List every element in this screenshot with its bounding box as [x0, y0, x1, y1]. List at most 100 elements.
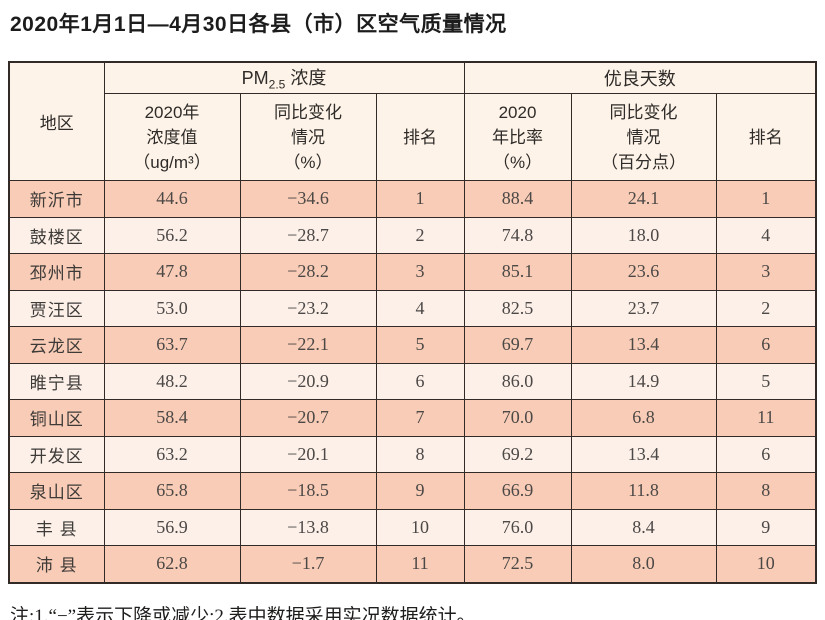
- group-header-row: 地区 PM2.5 浓度 优良天数: [8, 61, 817, 181]
- good-rank-cell: 3: [715, 253, 817, 291]
- pm-value-cell: 56.2: [103, 216, 241, 254]
- pm25-label-subscript: 2.5: [268, 77, 286, 92]
- table-row: 开发区 63.2 −20.1 8 69.2 13.4 6: [8, 435, 817, 473]
- region-cell: 鼓楼区: [8, 216, 105, 254]
- good-rank-cell: 6: [715, 326, 817, 364]
- region-cell: 贾汪区: [8, 289, 105, 327]
- good-change-cell: 24.1: [570, 180, 717, 218]
- region-column-header: 地区: [8, 61, 105, 181]
- pm-rank-cell: 9: [375, 472, 465, 510]
- good-rank-cell: 6: [715, 435, 817, 473]
- region-cell: 丰 县: [8, 508, 105, 546]
- good-change-cell: 13.4: [570, 326, 717, 364]
- pm-rank-cell: 4: [375, 289, 465, 327]
- pm-rank-cell: 6: [375, 362, 465, 400]
- footnote: 注:1.“−”表示下降或减少;2.表中数据采用实况数据统计。: [10, 605, 476, 620]
- region-cell: 泉山区: [8, 472, 105, 510]
- pm-change-column-header: 同比变化 情况 （%）: [239, 93, 377, 181]
- good-ratio-cell: 72.5: [463, 545, 572, 583]
- pm-value-cell: 48.2: [103, 362, 241, 400]
- pm-value-cell: 63.7: [103, 326, 241, 364]
- pm-change-cell: −22.1: [239, 326, 377, 364]
- pm-change-cell: −20.1: [239, 435, 377, 473]
- pm-change-cell: −13.8: [239, 508, 377, 546]
- pm-rank-cell: 7: [375, 399, 465, 437]
- pm-value-cell: 63.2: [103, 435, 241, 473]
- table-row: 铜山区 58.4 −20.7 7 70.0 6.8 11: [8, 399, 817, 437]
- good-days-group-header: 优良天数: [463, 61, 817, 94]
- region-cell: 新沂市: [8, 180, 105, 218]
- pm-change-cell: −1.7: [239, 545, 377, 583]
- good-rank-cell: 11: [715, 399, 817, 437]
- good-ratio-cell: 82.5: [463, 289, 572, 327]
- pm-change-cell: −34.6: [239, 180, 377, 218]
- table-row: 云龙区 63.7 −22.1 5 69.7 13.4 6: [8, 326, 817, 364]
- pm25-label-base: PM: [241, 68, 269, 89]
- pm-value-cell: 53.0: [103, 289, 241, 327]
- table-row: 邳州市 47.8 −28.2 3 85.1 23.6 3: [8, 253, 817, 291]
- good-ratio-cell: 86.0: [463, 362, 572, 400]
- pm-rank-cell: 8: [375, 435, 465, 473]
- table-row: 新沂市 44.6 −34.6 1 88.4 24.1 1: [8, 180, 817, 218]
- table-header: 地区 PM2.5 浓度 优良天数 2020年 浓度值 （ug/m³） 同比变化 …: [8, 61, 817, 181]
- pm-rank-cell: 3: [375, 253, 465, 291]
- good-change-cell: 8.4: [570, 508, 717, 546]
- pm-rank-column-header: 排名: [375, 93, 465, 181]
- pm-value-cell: 47.8: [103, 253, 241, 291]
- good-change-cell: 11.8: [570, 472, 717, 510]
- table-body: 新沂市 44.6 −34.6 1 88.4 24.1 1 鼓楼区 56.2 −28.7 2 74.8 1…: [8, 180, 817, 583]
- good-change-cell: 23.7: [570, 289, 717, 327]
- good-ratio-cell: 74.8: [463, 216, 572, 254]
- good-change-cell: 23.6: [570, 253, 717, 291]
- region-cell: 沛 县: [8, 545, 105, 583]
- good-change-cell: 14.9: [570, 362, 717, 400]
- good-ratio-cell: 66.9: [463, 472, 572, 510]
- pm-rank-cell: 2: [375, 216, 465, 254]
- pm-value-cell: 44.6: [103, 180, 241, 218]
- pm-change-cell: −28.7: [239, 216, 377, 254]
- sub-header-row: 2020年 浓度值 （ug/m³） 同比变化 情况 （%） 排名 2020 年比…: [9, 93, 817, 181]
- page-title: 2020年1月1日—4月30日各县（市）区空气质量情况: [10, 13, 507, 36]
- table-row: 泉山区 65.8 −18.5 9 66.9 11.8 8: [8, 472, 817, 510]
- pm-rank-cell: 1: [375, 180, 465, 218]
- table-row: 鼓楼区 56.2 −28.7 2 74.8 18.0 4: [8, 216, 817, 254]
- good-change-cell: 18.0: [570, 216, 717, 254]
- table-row: 沛 县 62.8 −1.7 11 72.5 8.0 10: [8, 545, 817, 583]
- pm-change-cell: −20.7: [239, 399, 377, 437]
- table-row: 睢宁县 48.2 −20.9 6 86.0 14.9 5: [8, 362, 817, 400]
- good-rank-cell: 2: [715, 289, 817, 327]
- pm25-group-header: PM2.5 浓度: [103, 61, 465, 94]
- table-row: 贾汪区 53.0 −23.2 4 82.5 23.7 2: [8, 289, 817, 327]
- pm-value-cell: 56.9: [103, 508, 241, 546]
- region-cell: 开发区: [8, 435, 105, 473]
- pm-change-cell: −20.9: [239, 362, 377, 400]
- pm-change-cell: −28.2: [239, 253, 377, 291]
- good-change-cell: 8.0: [570, 545, 717, 583]
- good-ratio-column-header: 2020 年比率 （%）: [463, 93, 572, 181]
- good-rank-cell: 5: [715, 362, 817, 400]
- good-ratio-cell: 69.2: [463, 435, 572, 473]
- good-change-cell: 6.8: [570, 399, 717, 437]
- region-cell: 云龙区: [8, 326, 105, 364]
- pm-change-cell: −23.2: [239, 289, 377, 327]
- pm-value-cell: 62.8: [103, 545, 241, 583]
- pm-rank-cell: 5: [375, 326, 465, 364]
- good-ratio-cell: 88.4: [463, 180, 572, 218]
- good-change-column-header: 同比变化 情况 （百分点）: [570, 93, 717, 181]
- table-row: 丰 县 56.9 −13.8 10 76.0 8.4 9: [8, 508, 817, 546]
- pm-value-cell: 65.8: [103, 472, 241, 510]
- pm-value-column-header: 2020年 浓度值 （ug/m³）: [103, 93, 241, 181]
- good-rank-cell: 10: [715, 545, 817, 583]
- region-cell: 邳州市: [8, 253, 105, 291]
- good-rank-cell: 8: [715, 472, 817, 510]
- pm-rank-cell: 11: [375, 545, 465, 583]
- pm-change-cell: −18.5: [239, 472, 377, 510]
- air-quality-table: 地区 PM2.5 浓度 优良天数 2020年 浓度值 （ug/m³） 同比变化 …: [8, 61, 818, 584]
- pm25-label-rest: 浓度: [285, 68, 327, 89]
- good-rank-cell: 4: [715, 216, 817, 254]
- good-ratio-cell: 70.0: [463, 399, 572, 437]
- good-rank-column-header: 排名: [715, 93, 817, 181]
- region-cell: 铜山区: [8, 399, 105, 437]
- good-rank-cell: 9: [715, 508, 817, 546]
